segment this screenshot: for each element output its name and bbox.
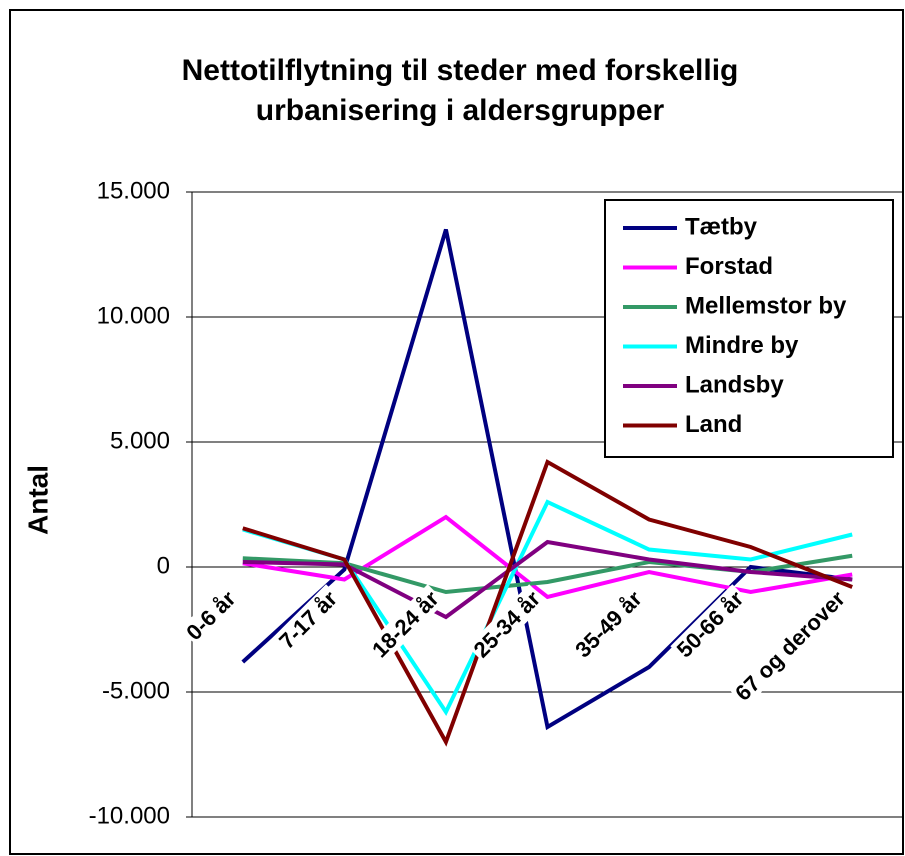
- y-axis-label: Antal: [22, 465, 53, 535]
- legend-label: Landsby: [685, 371, 784, 398]
- y-tick-label: 15.000: [97, 177, 170, 204]
- x-tick-label-bg: [670, 584, 751, 664]
- x-tick-label-bg: [179, 584, 243, 647]
- legend-box: [604, 199, 894, 458]
- y-tick-label: -5.000: [102, 677, 170, 704]
- series-line: [241, 228, 853, 731]
- legend-label: Land: [685, 411, 742, 438]
- x-tick-label-bg: [728, 584, 852, 708]
- chart-title: Nettotilflytning til steder med forskell…: [182, 54, 739, 87]
- y-tick-label: 10.000: [97, 302, 170, 329]
- y-tick-label: 5.000: [110, 427, 170, 454]
- x-tick-label-bg: [365, 584, 446, 664]
- x-tick-label-bg: [272, 584, 344, 656]
- series-line: [242, 539, 853, 620]
- legend-label: Mellemstor by: [685, 292, 847, 319]
- legend-label: Tætby: [685, 213, 758, 240]
- y-tick-label: 0: [157, 552, 170, 579]
- legend-label: Mindre by: [685, 332, 799, 359]
- x-tick-label-bg: [467, 584, 547, 664]
- x-tick-label-bg: [568, 584, 649, 664]
- series-line: [242, 514, 853, 600]
- chart-title: urbanisering i aldersgrupper: [256, 94, 665, 127]
- legend-label: Forstad: [685, 253, 773, 280]
- series-line: [242, 459, 853, 747]
- y-tick-label: -10.000: [89, 802, 170, 829]
